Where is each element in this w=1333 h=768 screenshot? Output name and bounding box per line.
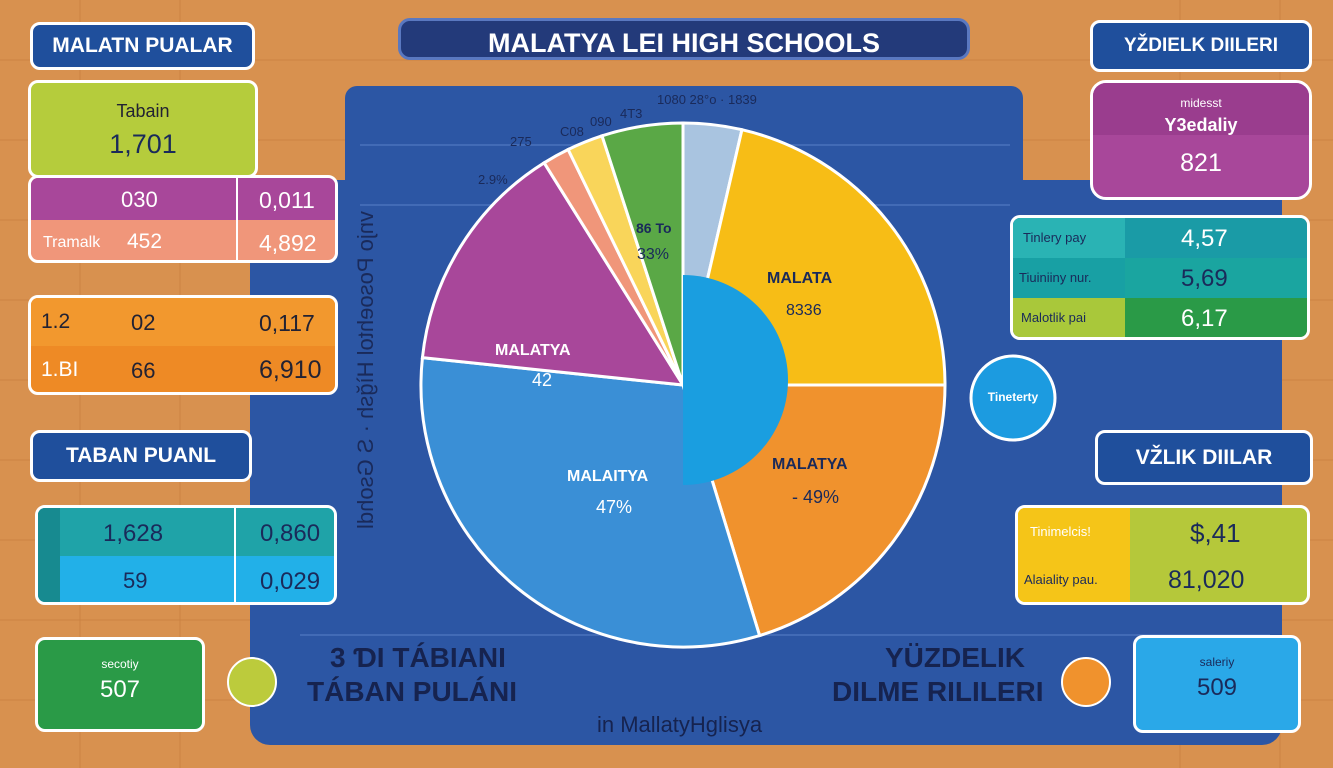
cell: 6,910	[259, 356, 322, 384]
slice-label: MALAITYA	[567, 468, 649, 485]
tag: TABAN PUANL	[30, 430, 252, 482]
card-label: saleriy	[1199, 655, 1235, 669]
cell: 0,860	[260, 520, 321, 547]
cell: 66	[131, 358, 156, 383]
table-row	[38, 508, 334, 556]
divider	[236, 178, 238, 260]
table: 1,628 0,860 59 0,029	[35, 505, 337, 605]
cell-bg	[1013, 258, 1125, 298]
pie-note: 2.9%	[478, 172, 508, 187]
cell: 030	[121, 187, 158, 212]
card-label: Y3edaliy	[1164, 115, 1238, 135]
pie-note: 1080 28°o · 1839	[657, 92, 757, 107]
footer: in MallatyHglisya	[597, 712, 763, 737]
card-small: midesst	[1180, 96, 1222, 110]
pie-note: C08	[560, 124, 584, 139]
slice-value: 8336	[786, 302, 822, 319]
divider	[234, 508, 236, 602]
pie-note: 4T3	[620, 106, 643, 121]
caption: TÁBAN PULÁNI	[307, 676, 517, 707]
pie-note: 275	[510, 134, 532, 149]
card-value: 509	[1196, 674, 1238, 701]
cell: Tiuiniiny nur.	[1019, 270, 1092, 285]
table-row	[31, 298, 335, 346]
cell: 6,17	[1181, 305, 1228, 332]
card-value: 1,701	[109, 129, 177, 159]
cell: Tramalk	[43, 234, 101, 251]
card-label: Tabain	[116, 101, 170, 121]
cell: Tinlery pay	[1023, 230, 1087, 245]
badge-circle	[969, 354, 1057, 442]
card: midesst Y3edaliy 821	[1090, 80, 1312, 200]
table: Tinlery pay 4,57 Tiuiniiny nur. 5,69 Mal…	[1010, 215, 1310, 340]
cell: 81,020	[1168, 566, 1245, 594]
cell: 4,57	[1181, 225, 1228, 252]
slice-value: 42	[532, 370, 553, 390]
cell: 1.2	[41, 310, 71, 333]
tag: YŽDIELK DIILERI	[1090, 20, 1312, 72]
table: 030 0,011 Tramalk 452 4,892	[28, 175, 338, 263]
slice-label: 86 To	[636, 220, 672, 236]
cell: 5,69	[1181, 265, 1228, 292]
pie-note: 090	[590, 114, 612, 129]
cell: 452	[127, 230, 163, 253]
card-value: 821	[1180, 149, 1222, 177]
cell: Tinimelcis!	[1030, 524, 1091, 539]
badge: Tineterty	[987, 390, 1039, 404]
strip	[38, 508, 60, 602]
cell: 0,011	[259, 187, 315, 213]
slice-label: MALATYA	[772, 456, 848, 473]
cell: 1.BI	[41, 358, 79, 381]
slice-value: 47%	[596, 497, 633, 517]
tag: VŽLIK DIILAR	[1095, 430, 1313, 485]
table: 1.2 02 0,117 1.BI 66 6,910	[28, 295, 338, 395]
vertical-text: vnjo Posoehtol Hìğsh · S Gsohdl	[353, 211, 378, 529]
caption: 3 ƊI TÁBIANI	[330, 642, 506, 673]
cell: $,41	[1190, 518, 1241, 548]
pie-slice	[600, 121, 685, 386]
cell: Alaiality pau.	[1024, 572, 1098, 587]
card-band	[1093, 83, 1309, 135]
dot	[1061, 657, 1111, 707]
caption: YÜZDELIK	[885, 642, 1025, 673]
slice-value: 33%	[637, 246, 670, 263]
cell: 0,029	[260, 568, 321, 595]
cell: 1,628	[103, 520, 164, 547]
pie	[419, 121, 947, 649]
dot	[227, 657, 277, 707]
cell-bg	[1018, 508, 1130, 602]
card: saleriy 509	[1133, 635, 1301, 733]
table-row	[31, 178, 335, 220]
slice-label: MALATA	[767, 270, 833, 287]
slice-label: MALATYA	[495, 342, 571, 359]
pie-slice	[420, 160, 686, 387]
title-pill: MALATYA LEI HIGH SCHOOLS	[398, 18, 970, 60]
card-label: secotiy	[101, 657, 139, 671]
tag: MALATN PUALAR	[30, 22, 255, 70]
pie-slice	[419, 355, 762, 649]
card: Tabain 1,701	[28, 80, 258, 178]
cell: 02	[131, 310, 156, 335]
slice-value: - 49%	[792, 487, 840, 507]
pie-inner	[683, 275, 788, 485]
cell-bg	[1125, 298, 1307, 337]
caption: DILME RILILERI	[832, 676, 1044, 707]
card-value: 507	[99, 676, 141, 703]
cell-bg	[1125, 218, 1307, 258]
table: Tinimelcis! $,41 Alaiality pau. 81,020	[1015, 505, 1310, 605]
cell-bg	[1013, 298, 1125, 337]
cell: 59	[123, 568, 148, 593]
cell: 4,892	[259, 230, 317, 256]
cell-bg	[1013, 218, 1125, 258]
cell-bg	[1125, 258, 1307, 298]
cell: Malotlik pai	[1021, 310, 1087, 325]
card: secotiy 507	[35, 637, 205, 732]
cell: 0,117	[259, 310, 315, 336]
title: MALATYA LEI HIGH SCHOOLS	[487, 28, 880, 58]
